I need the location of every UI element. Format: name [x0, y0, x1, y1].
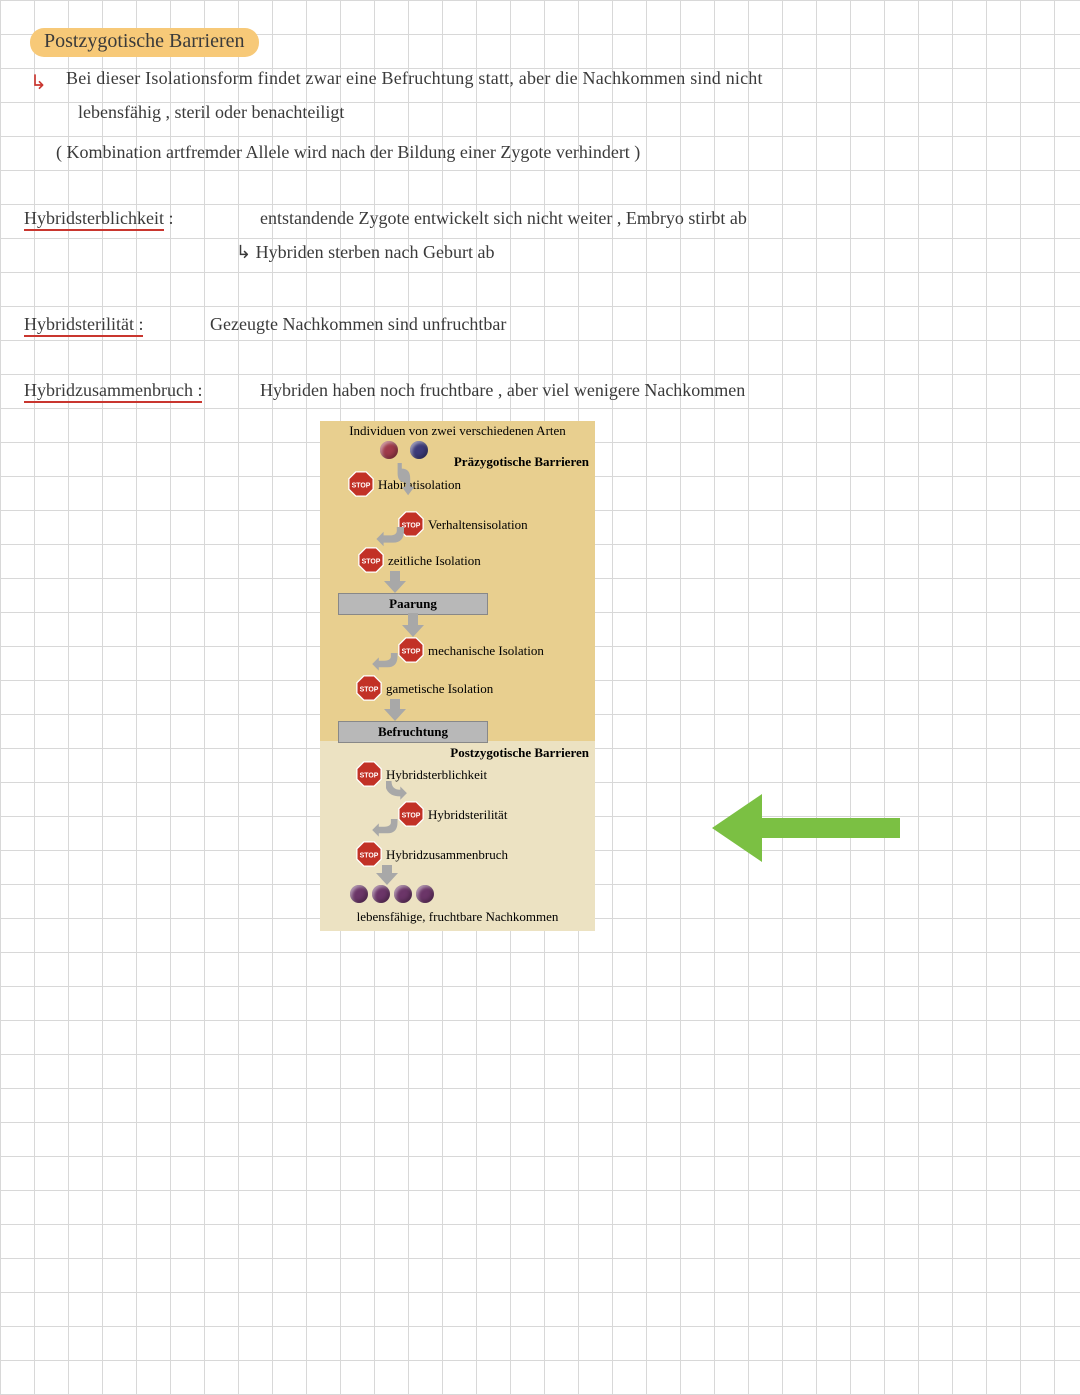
- term-hybridzusammenbruch-label: Hybridzusammenbruch :: [24, 380, 202, 401]
- stop-icon: STOP: [348, 471, 374, 497]
- sub-arrow-icon: ↳: [30, 70, 47, 95]
- offspring-ball: [394, 885, 412, 903]
- term-underline: Hybridzusammenbruch :: [24, 380, 202, 403]
- svg-text:STOP: STOP: [360, 852, 379, 859]
- offspring-ball: [350, 885, 368, 903]
- page-title: Postzygotische Barrieren: [30, 28, 259, 57]
- term-hybridsterilitaet-text: Gezeugte Nachkommen sind unfruchtbar: [210, 314, 506, 335]
- term-colon: :: [168, 208, 173, 228]
- diagram-bottom-label: lebensfähige, fruchtbare Nachkommen: [320, 909, 595, 925]
- species-ball-blue: [410, 441, 428, 459]
- diagram-top-title: Individuen von zwei verschiedenen Arten: [320, 423, 595, 439]
- term-hybridsterblichkeit-text: entstandende Zygote entwickelt sich nich…: [260, 208, 747, 229]
- species-ball-red: [380, 441, 398, 459]
- term-hybridsterilitaet-label: Hybridsterilität :: [24, 314, 143, 335]
- stop-icon: STOP: [356, 841, 382, 867]
- term-hybridzusammenbruch-text: Hybriden haben noch fruchtbare , aber vi…: [260, 380, 745, 401]
- flow-arrow-icon: [380, 571, 410, 595]
- intro-line-3: ( Kombination artfremder Allele wird nac…: [56, 142, 640, 163]
- svg-text:STOP: STOP: [362, 558, 381, 565]
- term-underline: Hybridsterblichkeit: [24, 208, 164, 231]
- term-hybridsterblichkeit-sub: ↳ Hybriden sterben nach Geburt ab: [236, 242, 495, 263]
- term-hybridsterblichkeit-label: Hybridsterblichkeit :: [24, 208, 173, 229]
- barrier-zeitlich: zeitliche Isolation: [388, 553, 481, 569]
- barrier-verhalten: Verhaltensisolation: [428, 517, 528, 533]
- barrier-hybridsterilitaet: Hybridsterilität: [428, 807, 507, 823]
- term-underline: Hybridsterilität :: [24, 314, 143, 337]
- barrier-mechanisch: mechanische Isolation: [428, 643, 544, 659]
- flow-arrow-icon: [374, 865, 404, 887]
- svg-text:STOP: STOP: [360, 772, 379, 779]
- title-highlight: Postzygotische Barrieren: [30, 28, 259, 57]
- flow-arrow-icon: [380, 699, 410, 723]
- intro-line-1: Bei dieser Isolationsform findet zwar ei…: [66, 68, 763, 89]
- pointer-arrow-icon: [712, 788, 902, 868]
- flow-arrow-icon: [398, 613, 428, 639]
- section-title-prezygotic: Präzygotische Barrieren: [429, 454, 589, 470]
- stop-icon: STOP: [356, 761, 382, 787]
- barrier-gametisch: gametische Isolation: [386, 681, 493, 697]
- bar-befruchtung: Befruchtung: [338, 721, 488, 743]
- stop-icon: STOP: [358, 547, 384, 573]
- barrier-flowchart: Individuen von zwei verschiedenen Arten …: [320, 421, 595, 931]
- offspring-ball: [416, 885, 434, 903]
- barrier-hybridzusammenbruch: Hybridzusammenbruch: [386, 847, 508, 863]
- offspring-ball: [372, 885, 390, 903]
- stop-icon: STOP: [356, 675, 382, 701]
- bar-paarung: Paarung: [338, 593, 488, 615]
- section-title-postzygotic: Postzygotische Barrieren: [409, 745, 589, 761]
- svg-text:STOP: STOP: [352, 482, 371, 489]
- intro-line-2: lebensfähig , steril oder benachteiligt: [78, 102, 344, 123]
- svg-text:STOP: STOP: [360, 686, 379, 693]
- flow-arrow-icon: [392, 463, 422, 511]
